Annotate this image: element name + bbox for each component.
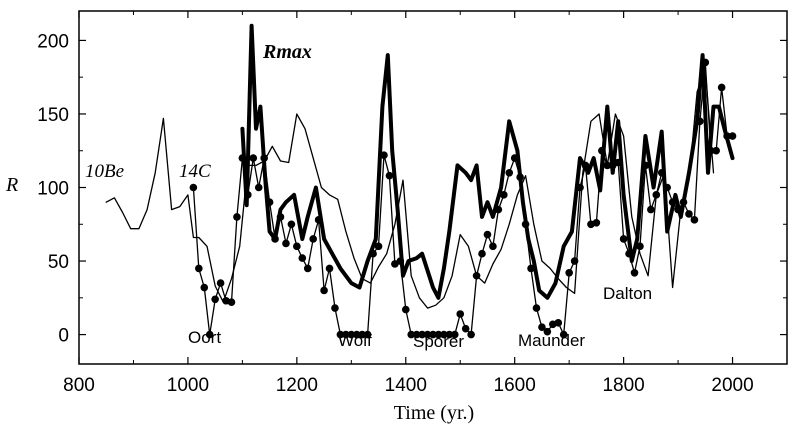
data-point-14c [717, 83, 726, 92]
data-point-14c [211, 295, 219, 304]
data-point-14c [195, 264, 203, 273]
data-point-14c [472, 271, 481, 280]
data-point-14c [205, 330, 214, 339]
data-point-14c [352, 330, 361, 339]
data-point-14c [342, 330, 350, 339]
data-point-14c [363, 330, 372, 339]
x-tick-label: 1600 [494, 375, 536, 396]
data-point-14c [538, 323, 546, 332]
data-point-14c [374, 242, 383, 251]
y-tick-label: 50 [48, 252, 69, 273]
label-oort: Oort [188, 328, 221, 347]
data-point-14c [407, 330, 416, 339]
data-point-14c [358, 330, 367, 339]
data-point-14c [450, 330, 459, 339]
label-rmax: Rmax [262, 41, 312, 63]
data-point-14c [227, 298, 236, 307]
data-point-14c [728, 132, 737, 140]
x-axis-title: Time (yr.) [394, 402, 474, 424]
data-point-14c [309, 235, 317, 243]
data-point-14c [483, 230, 492, 239]
data-point-14c [570, 257, 579, 265]
data-point-14c [189, 183, 198, 192]
label-10be: 10Be [85, 161, 124, 182]
data-point-14c [434, 330, 443, 339]
y-tick-label: 150 [37, 105, 69, 126]
data-point-14c [712, 146, 720, 155]
y-tick-label: 100 [37, 179, 69, 200]
y-tick-label: 0 [58, 326, 69, 347]
x-tick-label: 800 [63, 375, 95, 396]
y-tick-label: 200 [37, 31, 69, 52]
data-point-14c [505, 168, 514, 177]
data-point-14c [652, 191, 661, 199]
data-point-14c [445, 330, 454, 339]
data-point-14c [293, 242, 301, 251]
y-axis-title: R [5, 174, 18, 196]
data-point-14c [636, 242, 644, 251]
data-point-14c [440, 330, 448, 339]
data-point-14c [233, 213, 241, 221]
data-point-14c [489, 242, 497, 251]
data-point-14c [429, 330, 437, 339]
data-point-14c [298, 254, 307, 262]
series-layer [105, 23, 737, 339]
data-point-14c [423, 330, 432, 339]
data-point-14c [200, 283, 209, 292]
data-point-14c [254, 183, 263, 192]
x-tick-label: 1800 [602, 375, 644, 396]
x-tick-label: 1400 [385, 375, 427, 396]
data-point-14c [467, 330, 475, 339]
data-point-14c [336, 330, 345, 339]
data-point-14c [532, 304, 541, 312]
data-point-14c [603, 161, 612, 170]
series-line-14c [192, 61, 734, 336]
data-point-14c [500, 191, 508, 199]
data-point-14c [380, 151, 388, 159]
data-point-14c [685, 210, 693, 218]
label-wolf: Wolf [338, 331, 372, 350]
data-point-14c [325, 264, 334, 273]
data-point-14c [630, 269, 639, 277]
data-point-14c [554, 319, 563, 327]
data-point-14c [690, 216, 699, 224]
data-point-14c [303, 264, 312, 273]
data-point-14c [216, 279, 225, 287]
data-point-14c [647, 205, 655, 214]
data-point-14c [320, 286, 328, 295]
label-dalton: Dalton [603, 284, 652, 303]
axes-layer: 800 1000 1200 1400 1600 1800 2000 0 50 100 150 200 [37, 10, 788, 396]
data-point-14c [592, 219, 601, 227]
label-sporer: Spörer [413, 332, 464, 351]
data-point-14c [565, 269, 573, 277]
data-point-14c [347, 330, 356, 339]
data-point-14c [401, 305, 410, 314]
data-point-14c [559, 330, 568, 339]
data-point-14c [331, 304, 339, 312]
data-point-14c [418, 330, 426, 339]
data-point-14c [619, 235, 628, 243]
data-point-14c [456, 310, 465, 318]
data-point-14c [461, 324, 470, 333]
data-point-14c [385, 171, 394, 180]
data-point-14c [287, 220, 296, 229]
data-point-14c [249, 154, 258, 162]
data-point-14c [282, 239, 290, 248]
data-point-14c [478, 249, 486, 258]
label-14c: 14C [179, 161, 211, 182]
x-tick-label: 2000 [711, 375, 753, 396]
x-tick-label: 1200 [276, 375, 318, 396]
series-line-rmax [240, 23, 735, 300]
data-point-14c [412, 330, 421, 339]
label-maunder: Maunder [518, 331, 585, 350]
x-tick-label: 1000 [167, 375, 209, 396]
data-point-14c [543, 327, 552, 336]
